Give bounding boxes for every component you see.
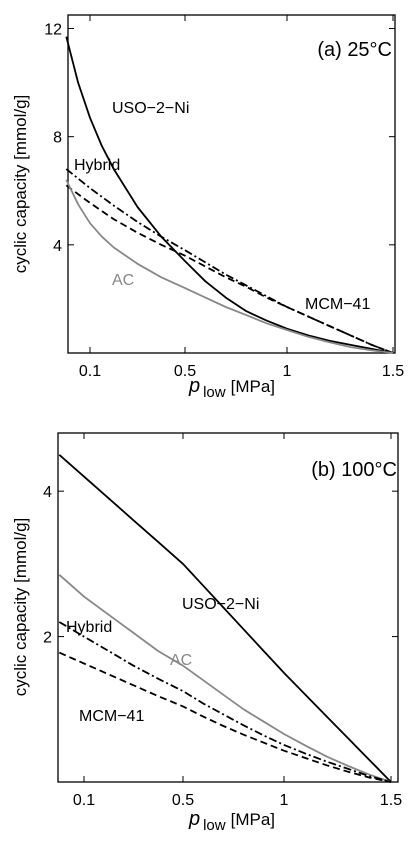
x-tick-label: 0.5: [174, 363, 196, 380]
series-label-a-3: AC: [112, 272, 134, 289]
series-label-b-0: USO−2−Ni: [182, 596, 259, 613]
panel-b: 0.1 0.5 1 1.5 2 4 USO−2−Ni AC Hybrid MCM−41 (b) 10…: [11, 432, 402, 834]
series-line-b-2: [58, 621, 392, 783]
series-label-a-0: USO−2−Ni: [112, 100, 189, 117]
series-line-b-1: [58, 574, 392, 783]
series-line-a-2: [65, 184, 394, 354]
y-tick-label: 12: [44, 22, 62, 39]
x-axis-label-symbol: p: [188, 375, 200, 397]
series-line-b-0: [58, 454, 392, 783]
x-axis-label-subscript: low: [203, 384, 226, 401]
x-axis-label-subscript: low: [203, 817, 226, 834]
series-line-a-0: [65, 36, 394, 354]
x-axis-label-unit: [MPa]: [231, 377, 275, 396]
x-tick-label: 1: [280, 792, 289, 809]
x-tick-label: 1.5: [382, 363, 404, 380]
x-tick-label: 1: [283, 363, 292, 380]
y-axis-label: cyclic capacity [mmol/g]: [11, 518, 30, 697]
y-tick-label: 8: [53, 130, 62, 147]
x-axis-label: p low [MPa]: [188, 375, 275, 401]
panel-title: (a) 25°C: [317, 39, 392, 61]
series-label-b-1: AC: [170, 652, 192, 669]
panel-title: (b) 100°C: [311, 459, 397, 481]
y-tick-label: 4: [43, 484, 52, 501]
panel-a: 0.1 0.5 1 1.5 4 8 12 USO−2−Ni Hybrid MCM−41 AC (a) …: [11, 14, 404, 401]
series-label-b-3: MCM−41: [79, 708, 144, 725]
series-line-a-1: [65, 168, 394, 354]
y-tick-label: 4: [53, 238, 62, 255]
x-tick-label: 0.1: [73, 792, 95, 809]
series-label-b-2: Hybrid: [66, 619, 112, 636]
series-label-a-1: Hybrid: [74, 157, 120, 174]
x-axis-label: p low [MPa]: [188, 808, 275, 834]
y-tick-label: 2: [43, 630, 52, 647]
x-axis-label-unit: [MPa]: [231, 810, 275, 829]
series-line-a-3: [65, 179, 394, 354]
axes-frame: [57, 432, 399, 783]
y-axis-label: cyclic capacity [mmol/g]: [11, 95, 30, 274]
series-label-a-2: MCM−41: [305, 296, 370, 313]
series-line-b-3: [58, 651, 392, 783]
x-tick-label: 0.5: [172, 792, 194, 809]
x-tick-label: 1.5: [380, 792, 402, 809]
x-axis-label-symbol: p: [188, 808, 200, 830]
x-tick-label: 0.1: [79, 363, 101, 380]
